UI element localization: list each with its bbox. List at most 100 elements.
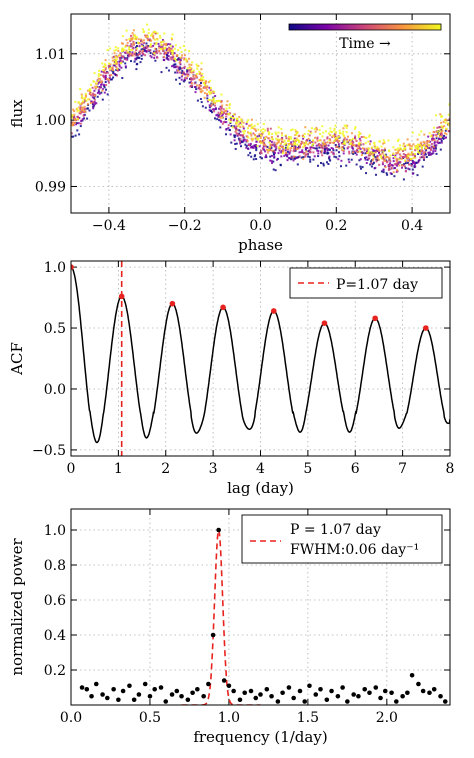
flux-point bbox=[347, 158, 350, 161]
flux-point bbox=[200, 62, 203, 65]
power-point bbox=[242, 690, 248, 696]
flux-point bbox=[264, 129, 267, 132]
flux-point bbox=[190, 67, 193, 70]
flux-point bbox=[412, 161, 415, 163]
x-axis-label: lag (day) bbox=[227, 479, 294, 497]
flux-point bbox=[106, 49, 109, 51]
flux-point bbox=[140, 57, 143, 60]
flux-point bbox=[304, 141, 307, 144]
flux-point bbox=[194, 91, 197, 94]
flux-point bbox=[307, 137, 310, 140]
flux-point bbox=[402, 150, 404, 152]
flux-point bbox=[383, 147, 386, 150]
flux-point bbox=[89, 101, 92, 104]
flux-point bbox=[160, 41, 163, 44]
flux-point bbox=[309, 146, 312, 149]
flux-point bbox=[240, 141, 243, 144]
flux-point bbox=[406, 153, 409, 156]
flux-point bbox=[442, 137, 445, 140]
plot-frame bbox=[70, 260, 451, 457]
flux-point bbox=[160, 48, 163, 50]
flux-point bbox=[162, 40, 165, 43]
flux-point bbox=[75, 122, 78, 125]
acf-peak-marker bbox=[270, 308, 277, 314]
flux-point bbox=[435, 133, 438, 136]
flux-point bbox=[236, 134, 239, 137]
flux-point bbox=[245, 145, 248, 147]
flux-point bbox=[382, 142, 385, 145]
flux-point bbox=[296, 132, 299, 135]
flux-point bbox=[148, 49, 151, 52]
flux-point bbox=[294, 145, 297, 148]
flux-point bbox=[399, 144, 402, 147]
flux-point bbox=[102, 83, 105, 86]
flux-point bbox=[150, 45, 153, 48]
flux-point bbox=[268, 148, 271, 151]
flux-point bbox=[330, 151, 333, 154]
flux-point bbox=[221, 111, 224, 114]
flux-point bbox=[287, 157, 290, 160]
y-axis-label: flux bbox=[8, 99, 26, 128]
flux-point bbox=[132, 40, 135, 43]
flux-point bbox=[384, 156, 387, 159]
flux-point bbox=[359, 158, 362, 161]
flux-point bbox=[214, 117, 216, 120]
x-tick-label: 1.5 bbox=[297, 710, 319, 726]
flux-point bbox=[242, 125, 245, 128]
legend-label-period: P = 1.07 day bbox=[290, 522, 381, 538]
power-point bbox=[269, 693, 274, 699]
flux-point bbox=[421, 147, 423, 150]
flux-point bbox=[179, 63, 182, 66]
flux-point bbox=[228, 118, 231, 121]
flux-point bbox=[402, 142, 405, 145]
flux-point bbox=[408, 163, 410, 166]
flux-point bbox=[165, 66, 168, 69]
panel-phase-flux: −0.4 −0.2 0.0 0.2 0.40.991.001.01phasefluxTi… bbox=[8, 13, 451, 254]
flux-point bbox=[412, 143, 415, 146]
flux-point bbox=[81, 97, 84, 100]
flux-point bbox=[96, 91, 99, 94]
power-point bbox=[373, 685, 379, 690]
flux-point bbox=[325, 144, 328, 147]
flux-point bbox=[172, 64, 175, 67]
flux-point bbox=[270, 143, 273, 146]
flux-point bbox=[276, 138, 279, 141]
flux-point bbox=[253, 127, 256, 130]
acf-peak-marker bbox=[423, 325, 429, 331]
flux-point bbox=[169, 44, 172, 47]
flux-point bbox=[82, 106, 85, 109]
flux-point bbox=[205, 80, 207, 83]
flux-point bbox=[329, 141, 332, 144]
flux-point bbox=[173, 52, 176, 55]
flux-point bbox=[365, 172, 367, 175]
flux-point bbox=[153, 30, 156, 33]
flux-point bbox=[132, 46, 135, 49]
flux-point bbox=[246, 121, 249, 123]
flux-point bbox=[147, 45, 150, 47]
flux-point bbox=[188, 81, 191, 84]
flux-point bbox=[102, 74, 105, 77]
flux-point bbox=[209, 91, 212, 94]
flux-point bbox=[220, 120, 223, 123]
flux-point bbox=[439, 113, 442, 116]
flux-point bbox=[262, 143, 265, 146]
flux-point bbox=[348, 150, 351, 153]
flux-point bbox=[437, 142, 440, 145]
flux-point bbox=[124, 51, 127, 54]
flux-point bbox=[309, 158, 312, 161]
flux-point bbox=[138, 42, 141, 44]
flux-point bbox=[209, 109, 212, 112]
flux-point bbox=[199, 98, 202, 100]
flux-point bbox=[184, 48, 187, 51]
flux-point bbox=[314, 147, 317, 150]
flux-point bbox=[243, 132, 246, 135]
flux-point bbox=[326, 136, 329, 139]
flux-point bbox=[192, 69, 195, 72]
flux-point bbox=[192, 71, 195, 74]
flux-point bbox=[111, 66, 114, 69]
flux-point bbox=[78, 117, 81, 119]
flux-point bbox=[282, 150, 285, 153]
x-tick-label: 5 bbox=[303, 461, 312, 477]
flux-point bbox=[267, 131, 270, 134]
flux-point bbox=[167, 43, 170, 46]
